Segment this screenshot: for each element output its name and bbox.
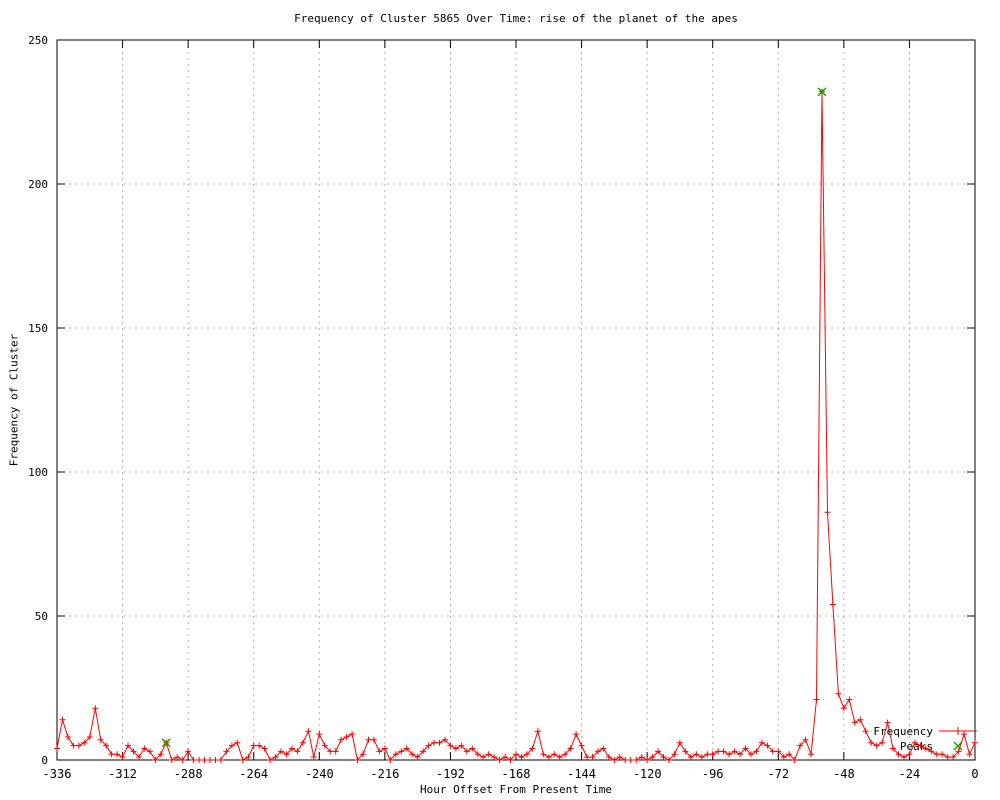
x-tick-label: -312 [108, 767, 137, 781]
x-tick-label: -336 [43, 767, 72, 781]
x-tick-label: -264 [239, 767, 268, 781]
x-tick-label: 0 [971, 767, 978, 781]
x-tick-label: -168 [502, 767, 531, 781]
frequency-series-markers [54, 88, 978, 763]
y-tick-label: 250 [28, 34, 48, 47]
y-tick-label: 200 [28, 178, 48, 191]
x-tick-label: -96 [702, 767, 724, 781]
legend-peaks-label: Peaks [900, 740, 933, 753]
x-tick-label: -144 [567, 767, 596, 781]
x-tick-label: -288 [174, 767, 203, 781]
y-axis-label: Frequency of Cluster [7, 333, 21, 467]
legend-frequency-label: Frequency [873, 725, 933, 738]
y-tick-label: 50 [35, 610, 48, 623]
y-tick-label: 150 [28, 322, 48, 335]
peak-marker [817, 87, 827, 97]
x-axis-label: Hour Offset From Present Time [419, 783, 613, 796]
x-tick-label: -216 [370, 767, 399, 781]
x-tick-label: -120 [633, 767, 662, 781]
peak-marker [161, 738, 171, 748]
x-tick-label: -48 [833, 767, 855, 781]
x-tick-label: -192 [436, 767, 465, 781]
x-tick-label: -72 [767, 767, 789, 781]
y-tick-label: 100 [28, 466, 48, 479]
y-tick-label: 0 [41, 754, 48, 767]
x-tick-label: -240 [305, 767, 334, 781]
chart-title: Frequency of Cluster 5865 Over Time: ris… [294, 12, 738, 25]
legend-frequency-sample-marker [954, 727, 962, 735]
x-tick-label: -24 [899, 767, 921, 781]
